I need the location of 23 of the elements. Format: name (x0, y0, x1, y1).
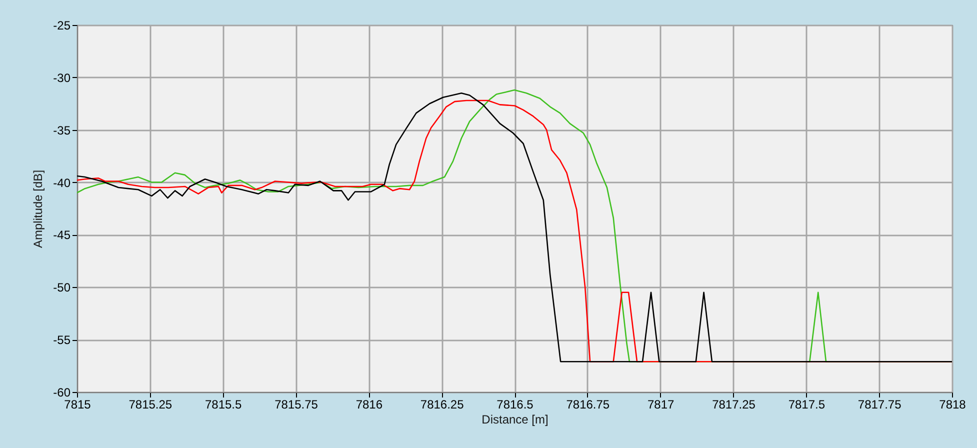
x-tick-label: 7816.5 (496, 398, 534, 412)
y-tick-label: -60 (53, 386, 71, 400)
x-tick-label: 7816 (356, 398, 383, 412)
x-tick-label: 7815 (64, 398, 92, 412)
y-tick-label: -35 (53, 123, 71, 138)
x-tick-label: 7815.75 (274, 398, 318, 412)
x-tick-label: 7816.25 (420, 398, 464, 412)
x-tick-label: 7817.25 (712, 398, 756, 412)
x-tick-label: 7815.5 (204, 398, 242, 412)
y-axis-title: Amplitude [dB] (31, 170, 46, 248)
x-tick-label: 7816.75 (566, 398, 610, 412)
x-tick-label: 7815.25 (128, 398, 172, 412)
y-tick-label: -45 (53, 228, 71, 242)
x-tick-label: 7818 (939, 398, 966, 412)
y-tick-label: -40 (53, 176, 71, 190)
y-tick-label: -25 (53, 18, 71, 32)
y-tick-label: -55 (53, 333, 71, 348)
x-axis-title: Distance [m] (482, 412, 548, 426)
x-tick-label: 7817 (647, 398, 675, 412)
y-tick-label: -50 (53, 280, 71, 295)
x-tick-label: 7817.75 (858, 398, 902, 412)
x-tick-label: 7817.5 (788, 398, 826, 412)
y-tick-label: -30 (53, 70, 71, 85)
